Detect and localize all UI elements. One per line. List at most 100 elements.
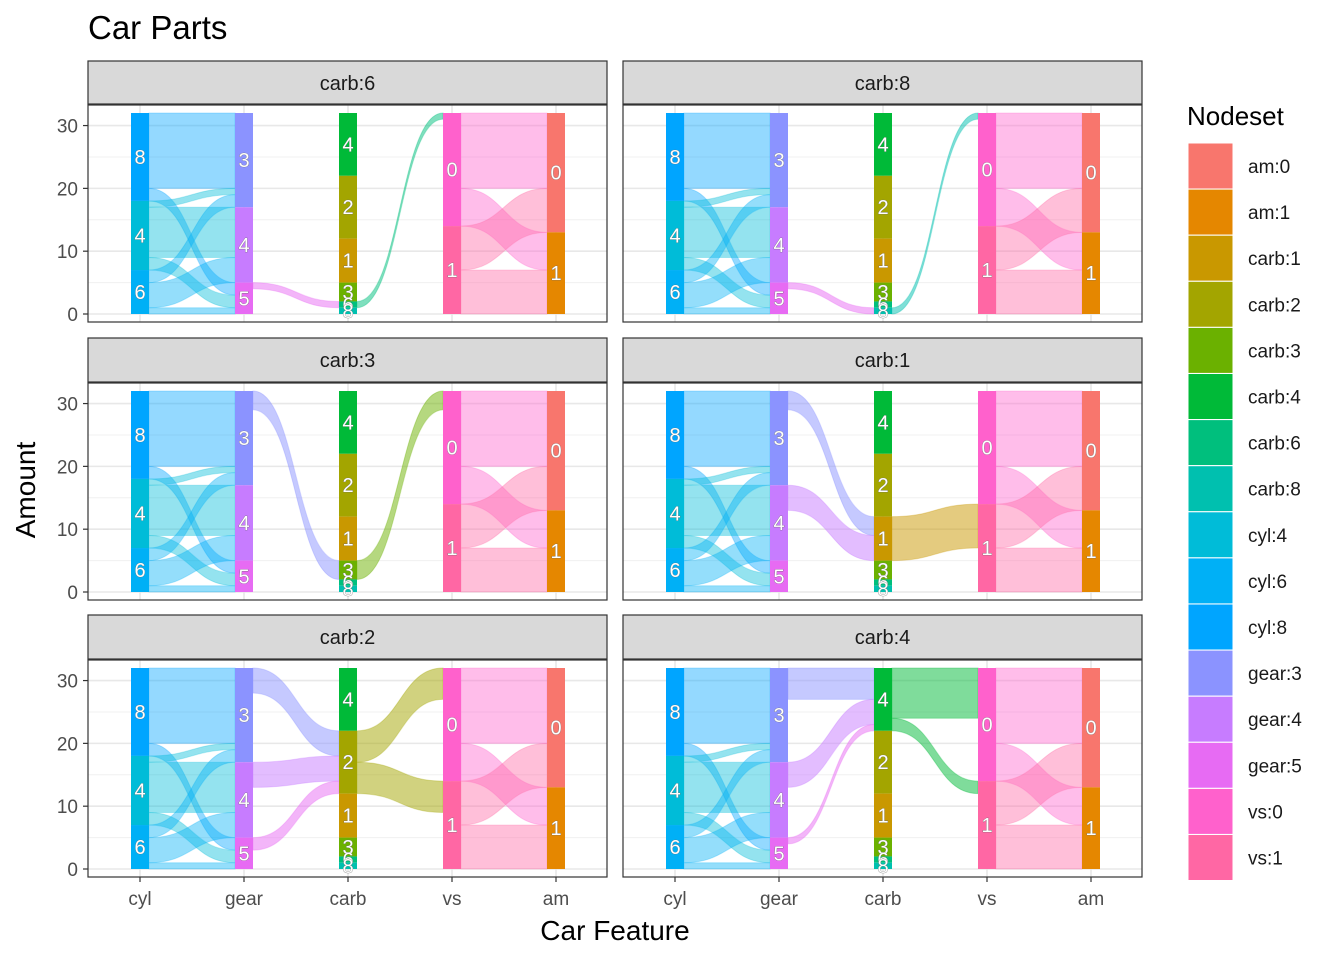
stratum-label: 4: [342, 134, 353, 156]
stratum-label: 4: [238, 235, 249, 257]
stratum-carb-2: [339, 175, 357, 239]
facet-strip: [87, 60, 608, 105]
x-tick-label: cyl: [128, 889, 151, 910]
stratum-carb-4: [874, 668, 892, 731]
facet-panels: carb:684634542136801010102030carb:884634…: [57, 60, 1143, 910]
alluvium: [148, 307, 236, 315]
stratum-label: 0: [1085, 163, 1096, 185]
stratum-gear-5: [235, 837, 253, 869]
y-tick-label: 20: [57, 457, 78, 478]
alluvium: [148, 390, 236, 467]
x-tick-label: vs: [978, 889, 997, 910]
stratum-am-0: [547, 391, 565, 511]
stratum-vs-0: [443, 391, 461, 505]
legend-key: [1187, 142, 1234, 190]
alluvium: [995, 112, 1083, 189]
legend-label: carb:1: [1248, 249, 1301, 270]
legend-key: [1187, 834, 1234, 881]
stratum-label: 1: [981, 260, 992, 282]
alluvium: [995, 390, 1083, 467]
alluvium: [683, 862, 771, 870]
stratum-carb-8: [339, 862, 357, 869]
stratum-gear-4: [770, 485, 788, 561]
stratum-label: 5: [773, 843, 784, 865]
stratum-cyl-8: [131, 391, 149, 479]
stratum-label: 6: [669, 282, 680, 304]
flows: [148, 390, 548, 593]
stratum-am-1: [1082, 787, 1100, 869]
stratum-vs-0: [443, 113, 461, 227]
stratum-label: 1: [446, 815, 457, 837]
stratum-label: 1: [342, 806, 353, 828]
stratum-gear-3: [770, 113, 788, 208]
stratum-label: 8: [342, 301, 353, 323]
stratum-carb-8: [874, 307, 892, 314]
flows: [683, 390, 1083, 593]
stratum-gear-3: [235, 113, 253, 208]
stratum-cyl-4: [666, 478, 684, 549]
stratum-label: 6: [669, 560, 680, 582]
stratum-carb-6: [339, 301, 357, 308]
x-tick-label: cyl: [663, 889, 686, 910]
stratum-carb-1: [339, 793, 357, 838]
stratum-cyl-8: [131, 113, 149, 201]
stratum-carb-6: [874, 301, 892, 308]
legend-key: [1187, 557, 1234, 605]
stratum-label: 3: [238, 150, 249, 172]
legend-label: cyl:6: [1248, 572, 1287, 593]
stratum-label: 0: [1085, 718, 1096, 740]
stratum-label: 4: [877, 134, 888, 156]
stratum-label: 0: [981, 438, 992, 460]
legend-label: carb:8: [1248, 480, 1301, 501]
stratum-label: 4: [669, 780, 680, 802]
stratum-label: 3: [342, 560, 353, 582]
legend: Nodeset am:0 am:1 carb:1 carb:2 carb:3 carb:4…: [1187, 101, 1302, 881]
stratum-label: 8: [669, 147, 680, 169]
legend-key: [1187, 280, 1234, 328]
stratum-label: 3: [342, 837, 353, 859]
stratum-carb-8: [874, 862, 892, 869]
stratum-label: 3: [773, 705, 784, 727]
stratum-label: 0: [1085, 441, 1096, 463]
facet-strip: [87, 337, 608, 383]
stratum-label: 4: [238, 513, 249, 535]
stratum-carb-3: [874, 282, 892, 302]
legend-label: carb:6: [1248, 434, 1301, 455]
legend-label: gear:4: [1248, 710, 1302, 731]
alluvium: [683, 667, 771, 744]
stratum-carb-4: [339, 113, 357, 176]
stratum-vs-0: [978, 113, 996, 227]
facet-strip-label: carb:6: [320, 73, 376, 95]
stratum-label: 4: [134, 225, 145, 247]
stratum-am-1: [547, 232, 565, 314]
legend-label: gear:3: [1248, 664, 1302, 685]
stratum-gear-4: [770, 762, 788, 838]
stratum-carb-2: [339, 730, 357, 794]
stratum-cyl-6: [666, 548, 684, 592]
legend-key: [1187, 649, 1234, 697]
x-tick-label: carb: [330, 889, 367, 910]
legend-key: [1187, 695, 1234, 743]
stratum-cyl-8: [666, 391, 684, 479]
legend-label: am:0: [1248, 157, 1290, 178]
stratum-label: 1: [342, 529, 353, 551]
stratum-carb-3: [339, 837, 357, 857]
stratum-label: 8: [134, 147, 145, 169]
stratum-gear-3: [770, 391, 788, 486]
stratum-label: 8: [342, 856, 353, 878]
stratum-label: 3: [877, 282, 888, 304]
stratum-label: 3: [877, 560, 888, 582]
stratum-carb-2: [874, 175, 892, 239]
stratum-gear-3: [235, 668, 253, 763]
stratum-label: 4: [238, 790, 249, 812]
stratum-label: 2: [877, 475, 888, 497]
legend-key: [1187, 787, 1234, 835]
stratum-carb-8: [339, 585, 357, 592]
stratum-label: 0: [550, 718, 561, 740]
alluvium: [995, 824, 1083, 870]
